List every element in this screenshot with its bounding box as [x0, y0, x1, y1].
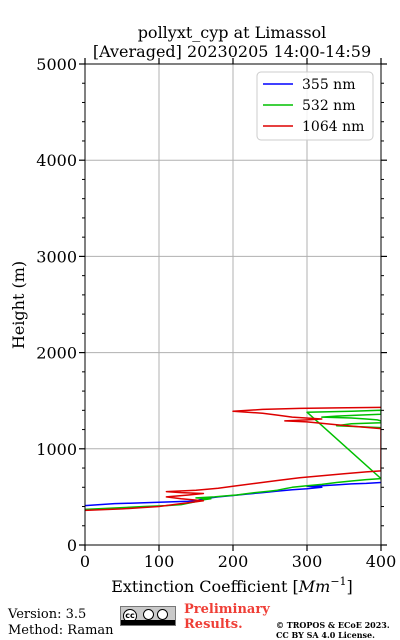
method-label: Method: Raman: [8, 623, 114, 638]
version-info: Version: 3.5 Method: Raman: [8, 607, 114, 639]
y-tick-label: 0: [67, 536, 77, 555]
extinction-profile-chart: pollyxt_cyp at Limassol [Averaged] 20230…: [9, 23, 396, 596]
x-tick-label: 100: [144, 552, 175, 571]
copyright-line2: CC BY SA 4.0 License.: [276, 630, 375, 640]
x-tick-label: 400: [366, 552, 397, 571]
y-tick-label: 4000: [36, 151, 77, 170]
y-tick-label: 1000: [36, 440, 77, 459]
legend-label: 1064 nm: [302, 119, 364, 135]
series-line-532-nm: [85, 409, 381, 511]
copyright-notice: © TROPOS & ECoE 2023. CC BY SA 4.0 Licen…: [276, 620, 390, 640]
preliminary-line1: Preliminary: [184, 602, 270, 617]
version-label: Version: 3.5: [8, 607, 87, 622]
license-badge-bar: [121, 620, 175, 625]
x-axis-label: Extinction Coefficient [Mm−1]: [111, 575, 353, 596]
y-axis-label: Height (m): [9, 261, 28, 349]
legend-box: [256, 71, 374, 141]
copyright-line1: © TROPOS & ECoE 2023.: [276, 620, 390, 630]
chart-title: pollyxt_cyp at Limassol: [138, 23, 327, 42]
legend-label: 355 nm: [302, 77, 355, 93]
preliminary-notice: Preliminary Results.: [184, 602, 270, 632]
cc-license-badge: cc: [120, 606, 176, 626]
y-tick-label: 2000: [36, 344, 77, 363]
sa-icon: [157, 609, 168, 620]
legend-label: 532 nm: [302, 98, 355, 114]
preliminary-line2: Results.: [184, 617, 243, 632]
series-lines: [85, 406, 381, 512]
legend: 355 nm 532 nm 1064 nm: [256, 71, 374, 141]
by-icon: [143, 609, 154, 620]
x-tick-label: 200: [218, 552, 249, 571]
y-tick-label: 3000: [36, 247, 77, 266]
x-tick-label: 0: [80, 552, 90, 571]
series-line-1064-nm: [85, 406, 381, 512]
x-tick-label: 300: [292, 552, 323, 571]
chart-subtitle: [Averaged] 20230205 14:00-14:59: [93, 42, 371, 61]
y-tick-label: 5000: [36, 55, 77, 74]
